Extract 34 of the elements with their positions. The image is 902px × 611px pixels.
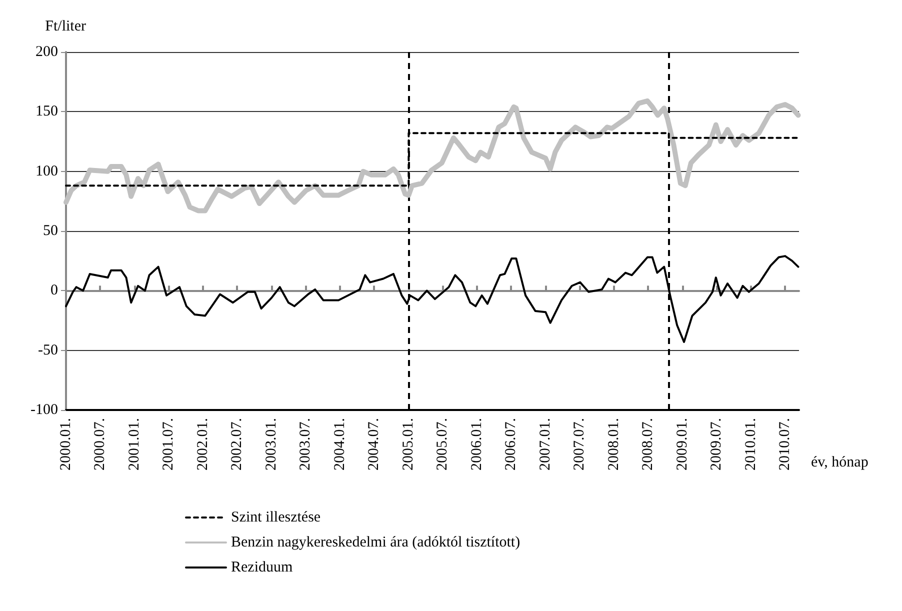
x-tick-label: 2001.01. [126,418,143,470]
y-tick-label: -100 [30,402,58,418]
x-tick-label: 2008.07. [640,418,656,470]
x-tick-label: 2005.01. [400,418,417,470]
x-tick-label: 2009.01. [674,418,691,470]
x-tick-label: 2000.07. [92,418,108,470]
x-axis-title: év, hónap [811,454,868,470]
x-tick-label: 2010.07. [777,418,794,470]
y-axis-title: Ft/liter [45,18,86,34]
y-tick-label: 150 [36,104,58,120]
x-tick-label: 2004.01. [332,418,348,470]
y-tick-label: -50 [38,342,58,358]
x-tick-label: 2006.07. [503,418,520,470]
legend-label: Reziduum [231,560,293,576]
x-tick-label: 2010.01. [743,418,760,470]
x-tick-label: 2005.07. [434,418,451,470]
legend-label: Szint illesztése [231,510,321,526]
x-tick-label: 2007.01. [538,418,554,470]
x-tick-label: 2007.07. [572,418,588,470]
x-tick-label: 2002.01. [195,418,212,470]
x-tick-label: 2002.07. [229,418,246,470]
y-tick-label: 100 [36,163,58,180]
x-tick-label: 2004.07. [366,418,382,470]
x-tick-label: 2003.01. [264,418,280,470]
x-tick-label: 2009.07. [708,418,725,470]
x-tick-label: 2003.07. [298,418,314,470]
legend-label: Benzin nagykereskedelmi ára (adóktól tisztított) [231,534,520,550]
x-tick-label: 2001.07. [160,418,177,470]
y-tick-label: 50 [43,223,58,239]
x-tick-label: 2008.01. [606,418,622,470]
y-tick-label: 0 [50,282,58,299]
x-tick-label: 2000.01. [58,418,74,470]
x-tick-label: 2006.01. [469,418,486,470]
y-tick-label: 200 [36,44,58,60]
